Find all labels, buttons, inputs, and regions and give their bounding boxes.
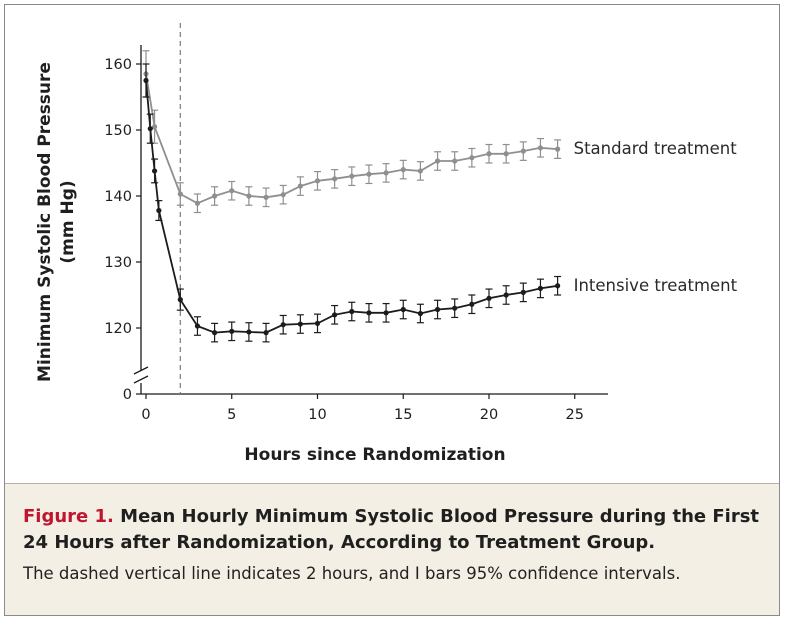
data-point [314, 320, 321, 326]
data-point [537, 145, 544, 151]
data-point [229, 328, 235, 334]
data-point [263, 330, 269, 336]
caption-heading: Figure 1. Mean Hourly Minimum Systolic B… [23, 504, 761, 556]
data-point [503, 292, 509, 298]
data-point [520, 148, 526, 154]
series-label: Intensive treatment [574, 276, 738, 295]
data-point [486, 295, 492, 301]
data-point [469, 301, 475, 307]
data-point [400, 306, 406, 313]
data-point [156, 207, 162, 214]
x-tick-label: 20 [480, 407, 498, 423]
axis-break-mark-1 [133, 366, 149, 375]
x-tick-label: 25 [566, 407, 584, 423]
tick-labels: 0 120 130 140 150 160 0 5 10 15 20 25 [104, 57, 584, 423]
y-tick-label: 0 [123, 387, 132, 403]
data-point [246, 329, 252, 335]
data-point [177, 297, 183, 303]
x-tick-label: 10 [308, 407, 326, 423]
series-label: Standard treatment [574, 139, 738, 158]
data-point [383, 170, 389, 176]
data-point [194, 323, 201, 329]
data-point [314, 178, 321, 184]
data-point [151, 124, 158, 130]
figure-caption: Figure 1. Mean Hourly Minimum Systolic B… [5, 483, 779, 615]
data-point [332, 176, 338, 182]
data-point [143, 77, 149, 84]
y-tick-label: 130 [104, 255, 132, 271]
data-point [503, 151, 509, 157]
plot-area: 0 120 130 140 150 160 0 5 10 15 20 25 Standard trea… [5, 5, 779, 483]
x-tick-label: 0 [141, 407, 150, 423]
y-axis-unit: (mm Hg) [58, 180, 78, 263]
figure-note: The dashed vertical line indicates 2 hou… [23, 564, 681, 583]
series-standard: Standard treatment [142, 50, 738, 214]
figure-title: Mean Hourly Minimum Systolic Blood Press… [23, 506, 760, 553]
data-point [555, 283, 561, 289]
data-point [349, 173, 355, 179]
data-point [212, 193, 218, 199]
data-point [452, 158, 458, 164]
data-point [280, 322, 286, 328]
data-point [417, 310, 423, 317]
data-point [177, 191, 183, 197]
data-point [332, 312, 338, 318]
data-point [151, 168, 158, 174]
data-point [297, 183, 303, 189]
y-axis-title: Minimum Systolic Blood Pressure [35, 62, 55, 382]
series-line [145, 80, 558, 334]
data-point [194, 200, 201, 206]
data-point [469, 155, 475, 161]
y-tick-label: 150 [104, 123, 132, 139]
series-intensive: Intensive treatment [142, 63, 738, 343]
figure-frame: 0 120 130 140 150 160 0 5 10 15 20 25 Standard trea… [4, 4, 780, 616]
data-point [297, 321, 303, 327]
data-point [520, 289, 526, 295]
y-tick-label: 120 [104, 321, 132, 337]
axis-break-mark-2 [133, 375, 149, 384]
data-point [349, 308, 355, 315]
y-tick-label: 160 [104, 57, 132, 73]
x-axis-title: Hours since Randomization [244, 445, 505, 465]
data-point [555, 146, 561, 152]
data-point [486, 151, 492, 157]
data-point [452, 305, 458, 311]
figure-label: Figure 1. [23, 506, 114, 527]
data-point [383, 310, 389, 316]
x-tick-label: 15 [394, 407, 412, 423]
data-point [366, 171, 372, 177]
data-point [417, 168, 423, 174]
data-point [212, 330, 218, 336]
data-point [400, 167, 406, 173]
y-tick-label: 140 [104, 189, 132, 205]
data-point [434, 306, 441, 313]
data-point [263, 194, 269, 200]
data-point [229, 188, 235, 194]
data-point [366, 310, 372, 316]
x-tick-label: 5 [227, 407, 236, 423]
data-point [147, 126, 153, 132]
data-point [537, 285, 544, 291]
series-layer: Standard treatment Intensive treatment [142, 50, 738, 343]
axes [133, 23, 608, 399]
data-point [280, 192, 286, 198]
chart-svg: 0 120 130 140 150 160 0 5 10 15 20 25 Standard trea… [35, 23, 738, 465]
data-point [246, 193, 252, 199]
data-point [434, 158, 441, 164]
